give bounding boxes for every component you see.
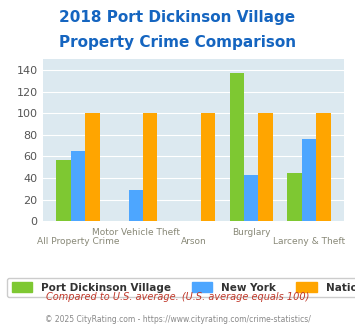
Bar xyxy=(258,113,273,221)
Text: Motor Vehicle Theft: Motor Vehicle Theft xyxy=(92,228,180,237)
Bar xyxy=(143,113,157,221)
Bar xyxy=(201,113,215,221)
Text: Property Crime Comparison: Property Crime Comparison xyxy=(59,35,296,50)
Text: Larceny & Theft: Larceny & Theft xyxy=(273,237,345,246)
Text: Compared to U.S. average. (U.S. average equals 100): Compared to U.S. average. (U.S. average … xyxy=(46,292,309,302)
Bar xyxy=(56,160,71,221)
Text: © 2025 CityRating.com - https://www.cityrating.com/crime-statistics/: © 2025 CityRating.com - https://www.city… xyxy=(45,315,310,324)
Legend: Port Dickinson Village, New York, National: Port Dickinson Village, New York, Nation… xyxy=(7,278,355,297)
Bar xyxy=(302,139,316,221)
Text: Burglary: Burglary xyxy=(232,228,271,237)
Bar xyxy=(230,73,244,221)
Bar xyxy=(287,173,302,221)
Bar xyxy=(71,151,85,221)
Text: Arson: Arson xyxy=(181,237,206,246)
Bar xyxy=(244,175,258,221)
Bar xyxy=(316,113,331,221)
Text: All Property Crime: All Property Crime xyxy=(37,237,119,246)
Bar xyxy=(129,190,143,221)
Text: 2018 Port Dickinson Village: 2018 Port Dickinson Village xyxy=(59,10,296,25)
Bar xyxy=(85,113,100,221)
